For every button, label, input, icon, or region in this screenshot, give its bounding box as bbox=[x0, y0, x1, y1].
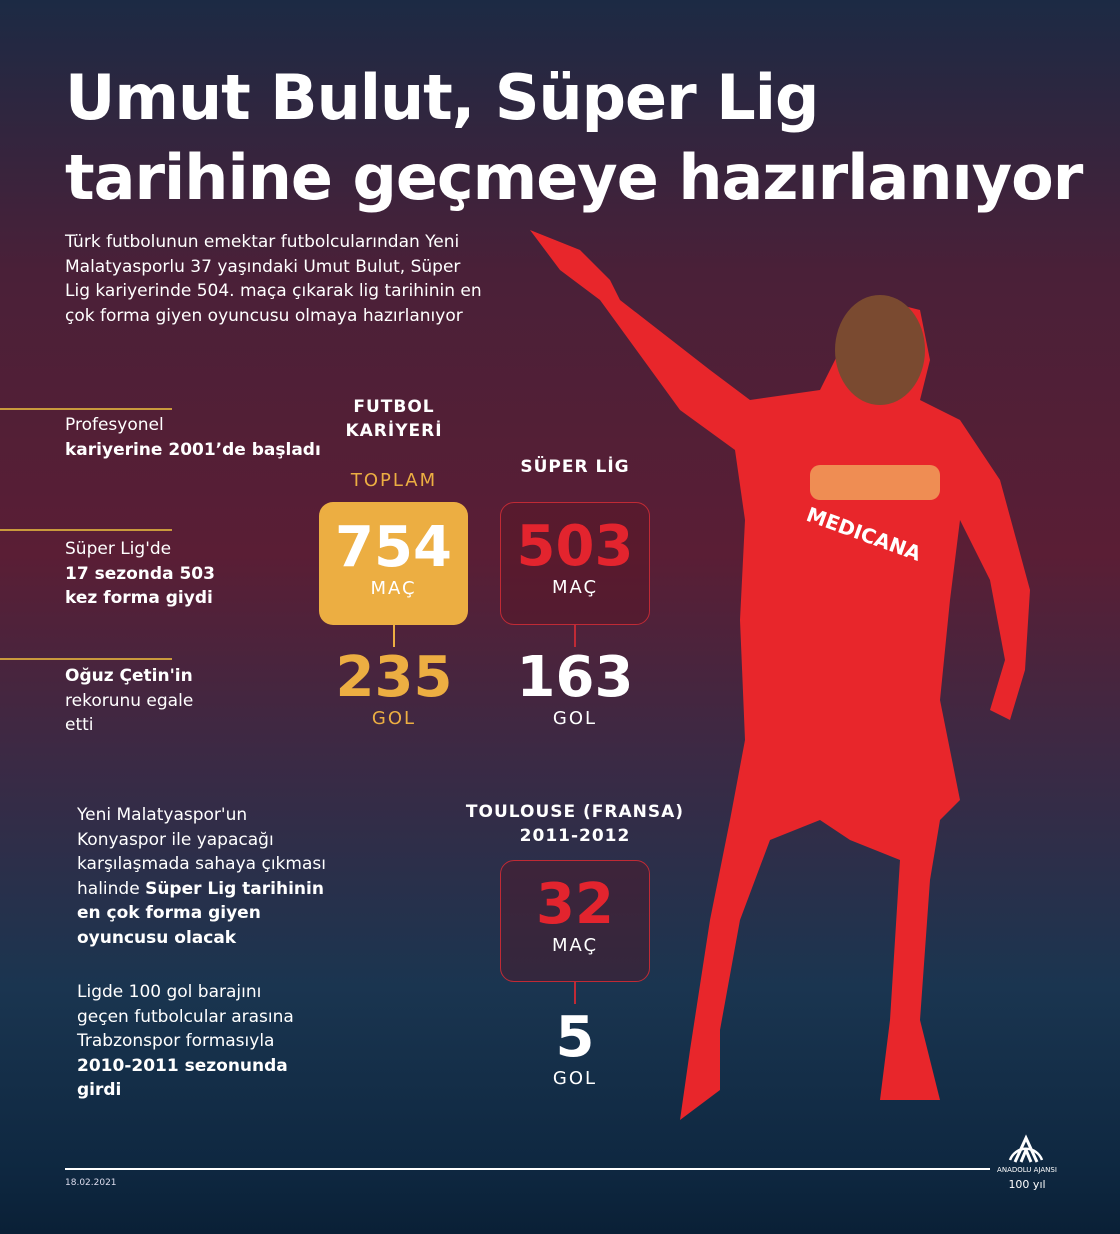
date: 18.02.2021 bbox=[65, 1178, 117, 1188]
matches-label: MAÇ bbox=[370, 578, 417, 599]
fact-2: Süper Lig'de 17 sezonda 503 kez forma giy… bbox=[65, 539, 215, 608]
footer-line bbox=[65, 1168, 990, 1170]
career-sub: TOPLAM bbox=[350, 470, 438, 491]
divider bbox=[0, 529, 172, 531]
matches-label: MAÇ bbox=[551, 577, 599, 598]
divider bbox=[0, 658, 172, 660]
superlig-matches: 503 bbox=[516, 514, 634, 579]
intro-text: Türk futbolunun emektar futbolcularından… bbox=[65, 232, 482, 326]
career-goals: 235 GOL bbox=[335, 645, 453, 730]
toulouse-matches: 32 bbox=[536, 872, 614, 937]
anadolu-logo: ANADOLU AJANSI 100 yıl bbox=[997, 1134, 1057, 1191]
toulouse-goals: 5 GOL bbox=[552, 1005, 598, 1090]
career-matches-box: 754 MAÇ bbox=[319, 502, 468, 625]
player-image: MEDICANA bbox=[530, 230, 1030, 1120]
connector bbox=[574, 625, 576, 647]
svg-text:ANADOLU AJANSI: ANADOLU AJANSI bbox=[997, 1166, 1057, 1174]
superlig-goals: 163 GOL bbox=[516, 645, 634, 730]
note-2: Ligde 100 gol barajını geçen futbolcular… bbox=[77, 982, 294, 1100]
page-title: Umut Bulut, Süper Lig tarihine geçmeye ha… bbox=[65, 61, 1083, 214]
matches-label: MAÇ bbox=[551, 935, 599, 956]
svg-text:100 yıl: 100 yıl bbox=[1008, 1178, 1045, 1191]
fact-1: Profesyonel kariyerine 2001’de başladı bbox=[65, 415, 321, 460]
career-matches: 754 bbox=[335, 515, 452, 580]
career-heading: FUTBOL KARİYERİ bbox=[345, 397, 443, 441]
toulouse-matches-box: 32 MAÇ bbox=[500, 860, 650, 982]
connector bbox=[393, 625, 395, 647]
divider bbox=[0, 408, 172, 410]
note-1: Yeni Malatyaspor'un Konyaspor ile yapaca… bbox=[77, 805, 326, 948]
connector bbox=[574, 982, 576, 1004]
toulouse-heading: TOULOUSE (FRANSA) 2011-2012 bbox=[465, 802, 685, 846]
superlig-heading: SÜPER LİG bbox=[520, 457, 630, 477]
fact-3: Oğuz Çetin'in rekorunu egale etti bbox=[65, 666, 194, 735]
superlig-matches-box: 503 MAÇ bbox=[500, 502, 650, 625]
